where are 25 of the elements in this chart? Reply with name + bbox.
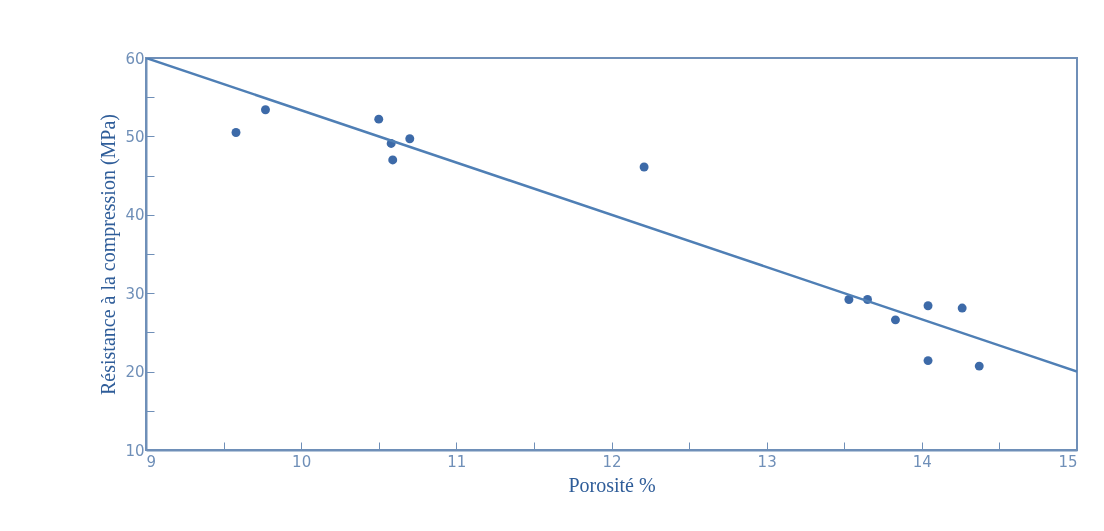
point: [405, 134, 415, 144]
y-tick-label: 30: [125, 284, 145, 303]
point: [890, 315, 900, 325]
y-tick-label: 40: [125, 206, 145, 225]
x-tick-label: 11: [447, 452, 467, 471]
x-axis-title: Porosité %: [568, 473, 656, 496]
point: [974, 361, 984, 371]
y-tick-label: 50: [125, 127, 145, 146]
x-tick-label: 13: [757, 452, 777, 471]
y-tick-label: 20: [125, 363, 145, 382]
point: [374, 114, 384, 124]
point: [957, 303, 967, 313]
x-tick-label: 14: [912, 452, 932, 471]
y-tick-label: 60: [125, 49, 145, 68]
x-tick-label: 15: [1058, 452, 1078, 471]
x-tick-label: 9: [146, 452, 157, 471]
point: [261, 105, 270, 115]
point: [639, 162, 649, 172]
y-axis-title: Résistance à la compression (MPa): [97, 113, 121, 396]
point: [231, 128, 241, 137]
point: [388, 155, 398, 165]
point: [923, 356, 933, 366]
x-tick-label: 10: [292, 452, 312, 471]
x-tick-label: 12: [602, 452, 622, 471]
point: [923, 301, 933, 311]
